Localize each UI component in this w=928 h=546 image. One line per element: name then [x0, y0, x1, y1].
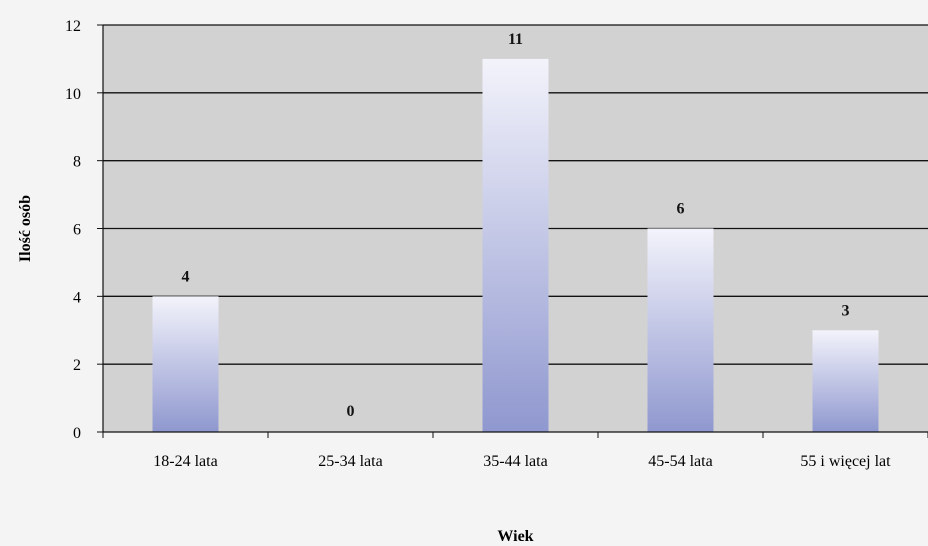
- y-axis-title: Ilość osób: [17, 195, 34, 262]
- y-tick-label: 2: [73, 357, 81, 374]
- y-tick-label: 10: [65, 86, 81, 103]
- y-tick-label: 4: [73, 289, 81, 306]
- data-label: 6: [677, 201, 685, 218]
- y-tick-label: 12: [65, 18, 81, 35]
- bar: [812, 330, 879, 432]
- data-label: 0: [347, 403, 355, 420]
- bar: [152, 296, 219, 432]
- y-tick-label: 6: [73, 222, 81, 239]
- x-tick-label: 35-44 lata: [483, 453, 547, 470]
- x-tick-label: 18-24 lata: [153, 453, 217, 470]
- y-tick-label: 8: [73, 154, 81, 171]
- y-tick-label: 0: [73, 425, 81, 442]
- x-axis-title: Wiek: [497, 528, 533, 545]
- axes: [97, 24, 928, 438]
- data-label: 11: [508, 31, 523, 48]
- data-label: 4: [182, 268, 190, 285]
- bar: [482, 58, 549, 433]
- bar: [647, 228, 714, 432]
- bars: [152, 58, 879, 433]
- x-tick-label: 45-54 lata: [648, 453, 712, 470]
- x-tick-label: 55 i więcej lat: [800, 453, 891, 470]
- data-label: 3: [842, 302, 850, 319]
- x-tick-label: 25-34 lata: [318, 453, 382, 470]
- labels: 0 2 4 6 8 10 12 4 18-24 lata 0 25-34 lata 11 35-44 l…: [65, 18, 891, 470]
